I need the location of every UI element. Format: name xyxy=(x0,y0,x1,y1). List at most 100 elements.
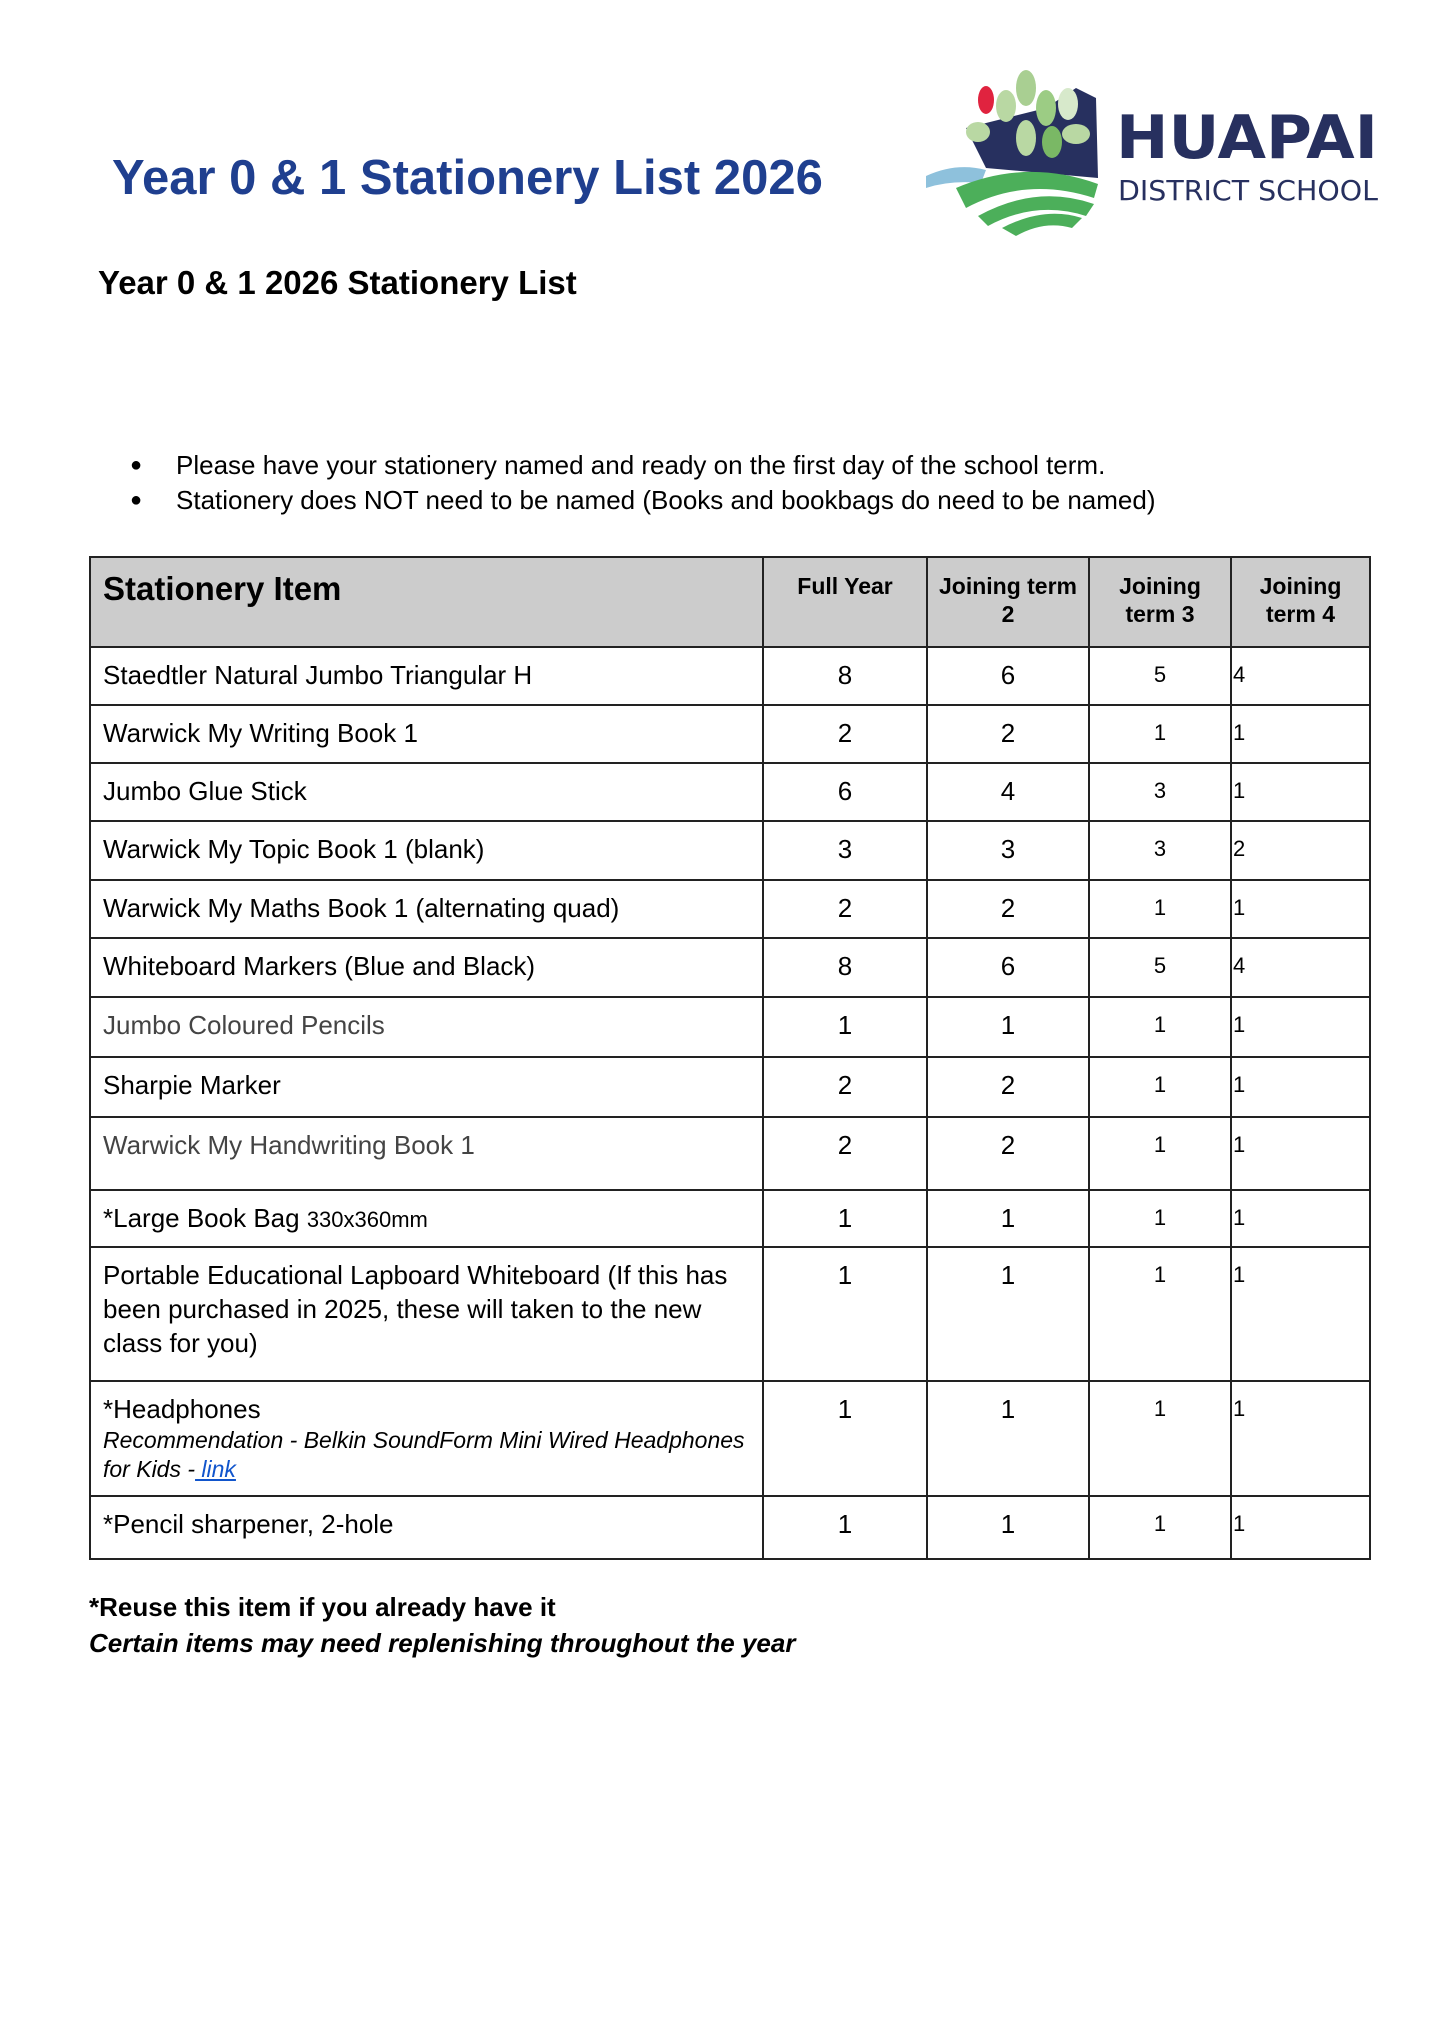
cell-term-4: 4 xyxy=(1230,646,1371,706)
cell-term-4: 1 xyxy=(1230,1246,1371,1382)
cell-item: *Headphones Recommendation - Belkin Sound… xyxy=(89,1380,764,1497)
cell-item: Warwick My Writing Book 1 xyxy=(89,704,764,764)
cell-full-year: 2 xyxy=(762,704,928,764)
item-name: Warwick My Maths Book 1 (alternating qua… xyxy=(103,893,620,923)
cell-term-2: 1 xyxy=(926,1380,1090,1497)
cell-item: Warwick My Maths Book 1 (alternating qua… xyxy=(89,879,764,939)
cell-term-4: 1 xyxy=(1230,996,1371,1058)
cell-term-4: 2 xyxy=(1230,820,1371,881)
cell-term-4: 4 xyxy=(1230,937,1371,998)
item-name: Whiteboard Markers (Blue and Black) xyxy=(103,951,536,981)
item-name: Portable Educational Lapboard Whiteboard… xyxy=(103,1260,728,1358)
item-name: Warwick My Handwriting Book 1 xyxy=(103,1130,475,1160)
table-row: Warwick My Maths Book 1 (alternating qua… xyxy=(89,879,1371,939)
cell-term-2: 6 xyxy=(926,937,1090,998)
cell-full-year: 6 xyxy=(762,762,928,822)
table-row: Jumbo Glue Stick 6 4 3 1 xyxy=(89,762,1371,822)
cell-term-3: 1 xyxy=(1088,1246,1232,1382)
cell-term-4: 1 xyxy=(1230,1495,1371,1560)
logo-emblem-icon xyxy=(926,70,1098,236)
cell-item: Jumbo Coloured Pencils xyxy=(89,996,764,1058)
item-name: *Pencil sharpener, 2-hole xyxy=(103,1509,394,1539)
cell-term-2: 2 xyxy=(926,1116,1090,1191)
cell-term-2: 6 xyxy=(926,646,1090,706)
cell-term-3: 1 xyxy=(1088,879,1232,939)
cell-full-year: 2 xyxy=(762,1116,928,1191)
cell-term-4: 1 xyxy=(1230,704,1371,764)
school-logo: HUAPAI DISTRICT SCHOOL xyxy=(926,70,1378,236)
table-row: Portable Educational Lapboard Whiteboard… xyxy=(89,1246,1371,1382)
header-term-4: Joining term 4 xyxy=(1230,556,1371,648)
cell-item: Portable Educational Lapboard Whiteboard… xyxy=(89,1246,764,1382)
cell-term-3: 1 xyxy=(1088,1056,1232,1118)
table-row: Staedtler Natural Jumbo Triangular H 8 6… xyxy=(89,646,1371,706)
cell-item: *Pencil sharpener, 2-hole xyxy=(89,1495,764,1560)
cell-term-2: 4 xyxy=(926,762,1090,822)
cell-term-2: 1 xyxy=(926,1246,1090,1382)
item-recommendation: Recommendation - Belkin SoundForm Mini W… xyxy=(103,1427,745,1482)
cell-full-year: 1 xyxy=(762,1495,928,1560)
cell-full-year: 1 xyxy=(762,1380,928,1497)
cell-full-year: 1 xyxy=(762,1246,928,1382)
cell-term-2: 3 xyxy=(926,820,1090,881)
cell-term-3: 1 xyxy=(1088,1495,1232,1560)
table-header-row: Stationery Item Full Year Joining term 2… xyxy=(89,556,1371,648)
item-name: Jumbo Coloured Pencils xyxy=(103,1010,385,1040)
cell-item: Jumbo Glue Stick xyxy=(89,762,764,822)
cell-term-4: 1 xyxy=(1230,879,1371,939)
document-subtitle: Year 0 & 1 2026 Stationery List xyxy=(98,264,577,301)
cell-term-4: 1 xyxy=(1230,1380,1371,1497)
page-title: Year 0 & 1 Stationery List 2026 xyxy=(112,151,823,205)
table-row: Warwick My Handwriting Book 1 2 2 1 1 xyxy=(89,1116,1371,1191)
cell-term-2: 2 xyxy=(926,879,1090,939)
cell-term-3: 1 xyxy=(1088,1380,1232,1497)
header-full-year: Full Year xyxy=(762,556,928,648)
cell-full-year: 8 xyxy=(762,937,928,998)
header-term-3: Joining term 3 xyxy=(1088,556,1232,648)
item-name: Sharpie Marker xyxy=(103,1070,281,1100)
cell-full-year: 1 xyxy=(762,1189,928,1248)
item-name: Jumbo Glue Stick xyxy=(103,776,307,806)
cell-full-year: 1 xyxy=(762,996,928,1058)
table-row: Warwick My Topic Book 1 (blank) 3 3 3 2 xyxy=(89,820,1371,881)
cell-term-2: 1 xyxy=(926,996,1090,1058)
cell-term-4: 1 xyxy=(1230,1116,1371,1191)
cell-term-3: 3 xyxy=(1088,820,1232,881)
cell-item: Sharpie Marker xyxy=(89,1056,764,1118)
replenish-note: Certain items may need replenishing thro… xyxy=(89,1628,796,1658)
cell-term-2: 2 xyxy=(926,704,1090,764)
cell-term-4: 1 xyxy=(1230,1056,1371,1118)
cell-term-2: 1 xyxy=(926,1189,1090,1248)
cell-item: Warwick My Topic Book 1 (blank) xyxy=(89,820,764,881)
logo-subname: DISTRICT SCHOOL xyxy=(1118,174,1378,207)
cell-term-3: 5 xyxy=(1088,937,1232,998)
item-name: Warwick My Topic Book 1 (blank) xyxy=(103,834,485,864)
table-row: *Large Book Bag 330x360mm 1 1 1 1 xyxy=(89,1189,1371,1248)
cell-term-3: 1 xyxy=(1088,1189,1232,1248)
cell-term-3: 1 xyxy=(1088,704,1232,764)
cell-item: Staedtler Natural Jumbo Triangular H xyxy=(89,646,764,706)
reuse-note: *Reuse this item if you already have it xyxy=(89,1592,556,1622)
header-item: Stationery Item xyxy=(89,556,764,648)
item-name: *Large Book Bag xyxy=(103,1203,307,1233)
item-name: *Headphones xyxy=(103,1394,261,1424)
cell-full-year: 2 xyxy=(762,1056,928,1118)
instructions-list: Please have your stationery named and re… xyxy=(130,448,1156,518)
cell-term-3: 1 xyxy=(1088,996,1232,1058)
table-row: Sharpie Marker 2 2 1 1 xyxy=(89,1056,1371,1118)
item-size: 330x360mm xyxy=(306,1207,428,1232)
stationery-table: Stationery Item Full Year Joining term 2… xyxy=(89,556,1371,1560)
cell-item: Warwick My Handwriting Book 1 xyxy=(89,1116,764,1191)
cell-term-4: 1 xyxy=(1230,762,1371,822)
cell-term-2: 1 xyxy=(926,1495,1090,1560)
cell-term-4: 1 xyxy=(1230,1189,1371,1248)
instruction-item: Please have your stationery named and re… xyxy=(130,448,1156,483)
cell-term-2: 2 xyxy=(926,1056,1090,1118)
cell-full-year: 3 xyxy=(762,820,928,881)
cell-term-3: 3 xyxy=(1088,762,1232,822)
product-link[interactable]: link xyxy=(195,1456,236,1482)
logo-name: HUAPAI xyxy=(1116,103,1378,173)
cell-term-3: 1 xyxy=(1088,1116,1232,1191)
header-term-2: Joining term 2 xyxy=(926,556,1090,648)
instruction-item: Stationery does NOT need to be named (Bo… xyxy=(130,483,1156,518)
